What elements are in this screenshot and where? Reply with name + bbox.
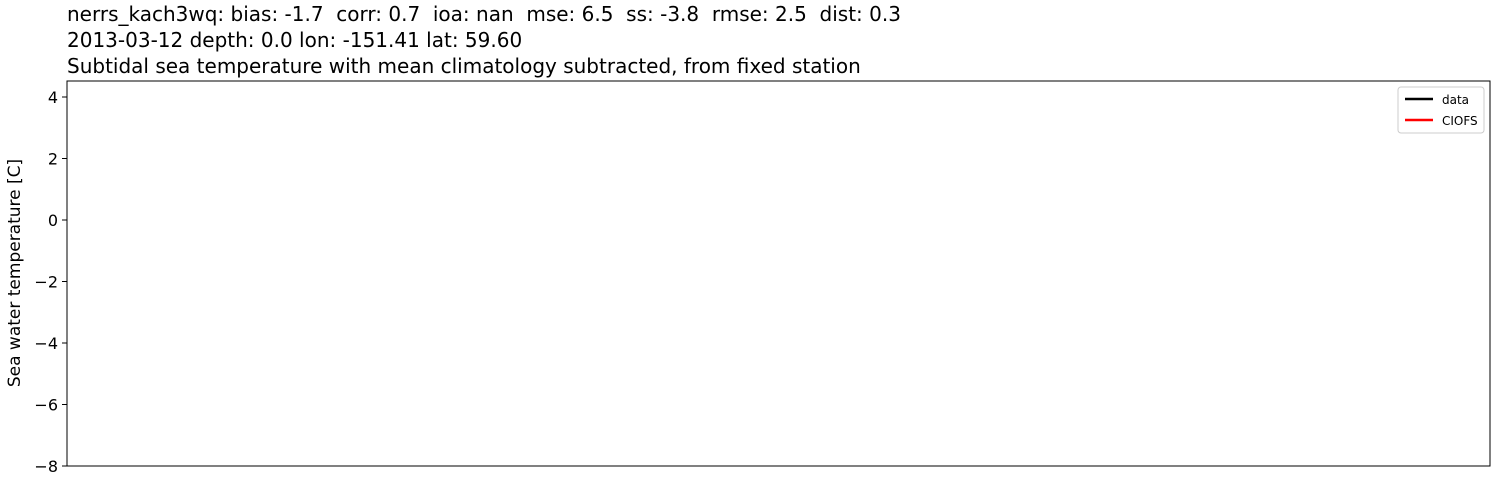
y-tick-label: 4	[48, 88, 58, 107]
legend-label-ciofs: CIOFS	[1442, 114, 1478, 128]
y-axis: 4 2 0 −2 −4 −6 −8	[34, 88, 67, 476]
plot-frame	[66, 80, 1491, 467]
y-tick-label: −2	[34, 273, 58, 292]
legend-label-data: data	[1442, 93, 1469, 107]
legend: data CIOFS	[1397, 86, 1485, 134]
chart-title-description: Subtidal sea temperature with mean clima…	[67, 54, 861, 78]
y-axis-label: Sea water temperature [C]	[5, 159, 25, 387]
y-tick-label: 0	[48, 211, 58, 230]
chart-title-stats: nerrs_kach3wq: bias: -1.7 corr: 0.7 ioa:…	[67, 2, 901, 26]
chart-title-location: 2013-03-12 depth: 0.0 lon: -151.41 lat: …	[67, 28, 523, 52]
y-tick-label: −6	[34, 396, 58, 415]
y-tick-label: −4	[34, 334, 58, 353]
y-tick-label: −8	[34, 457, 58, 476]
y-tick-label: 2	[48, 150, 58, 169]
